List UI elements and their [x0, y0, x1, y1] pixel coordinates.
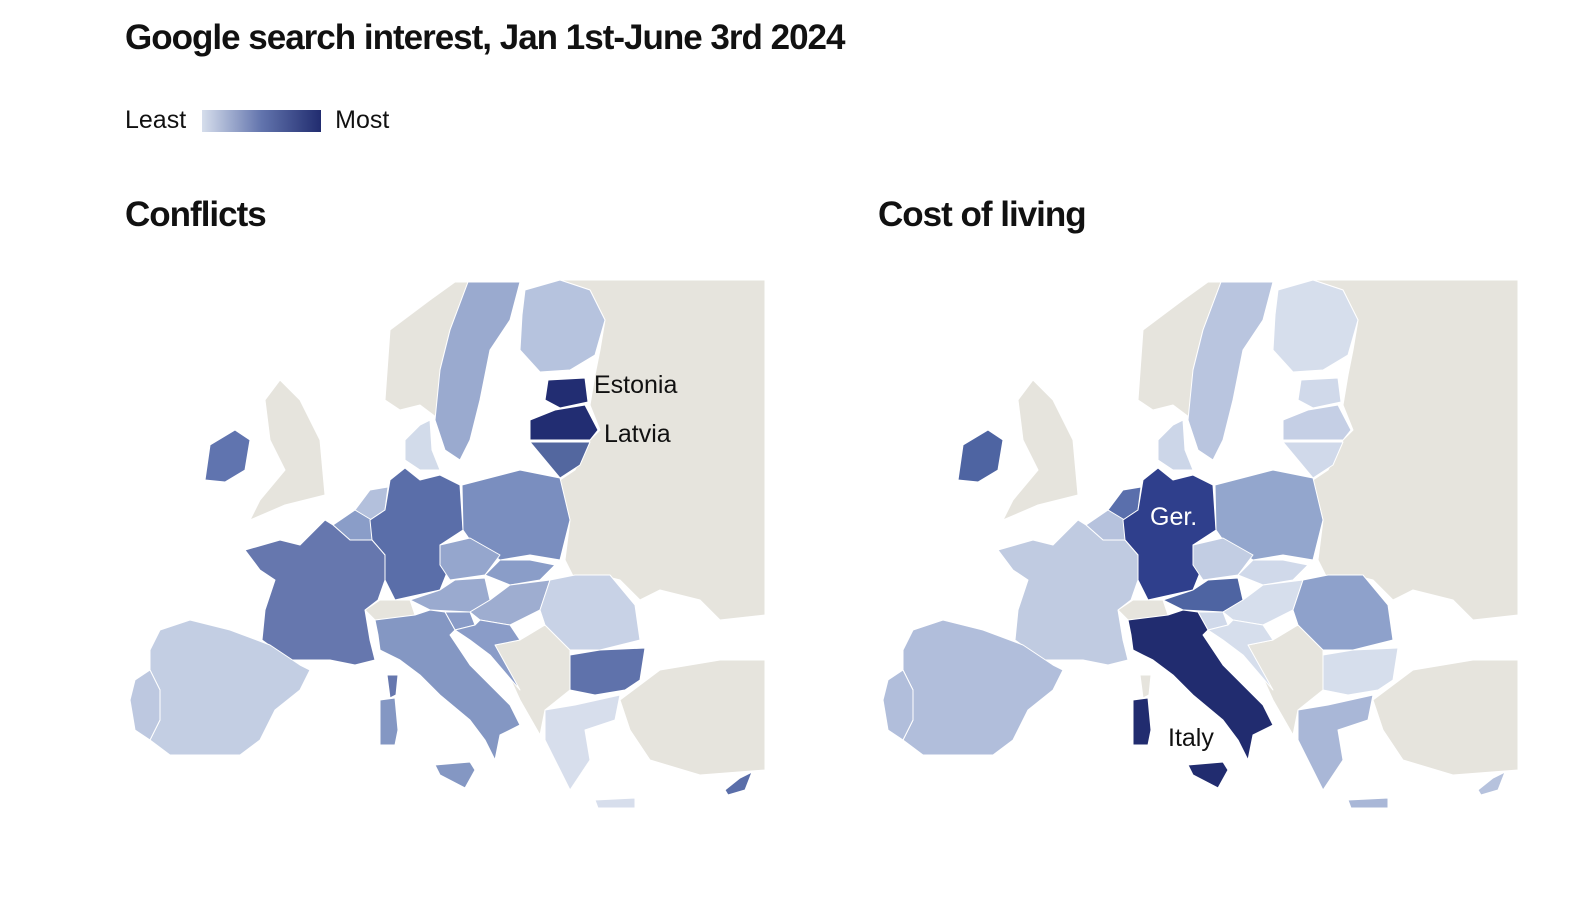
country-estonia: [544, 377, 589, 409]
country-sardinia: [1132, 697, 1152, 746]
country-ireland: [204, 429, 251, 483]
legend-least-label: Least: [125, 106, 187, 134]
country-sardinia: [379, 697, 399, 746]
country-denmark: [1157, 419, 1194, 471]
background-land-uk: [1002, 379, 1079, 521]
country-italy: [1127, 609, 1274, 761]
country-crete: [594, 797, 636, 809]
country-poland: [1214, 469, 1324, 561]
country-lithuania: [1282, 441, 1344, 479]
country-latvia: [1282, 404, 1352, 441]
country-denmark: [404, 419, 441, 471]
background-land-turkey: [619, 659, 765, 776]
color-legend: Least Most: [125, 106, 389, 135]
country-corsica: [1139, 674, 1152, 699]
country-croatia: [1207, 619, 1274, 691]
country-label-germany: Ger.: [1150, 503, 1197, 531]
country-romania: [1292, 574, 1394, 651]
country-estonia: [1297, 377, 1342, 409]
country-cyprus: [1477, 771, 1506, 796]
country-crete: [1347, 797, 1389, 809]
country-austria: [1162, 577, 1244, 613]
country-latvia: [529, 404, 599, 441]
country-greece: [1297, 694, 1374, 791]
country-bulgaria: [1322, 647, 1399, 696]
country-france: [244, 519, 386, 666]
legend-most-label: Most: [335, 106, 390, 134]
country-label-italy: Italy: [1168, 724, 1214, 752]
country-sicily: [1187, 761, 1229, 789]
country-austria: [409, 577, 491, 613]
country-greece: [544, 694, 621, 791]
background-land-uk: [249, 379, 326, 521]
map-title-cost-of-living: Cost of living: [878, 195, 1087, 234]
chart-title: Google search interest, Jan 1st-June 3rd…: [125, 18, 845, 57]
background-land-turkey: [1372, 659, 1518, 776]
country-ireland: [957, 429, 1004, 483]
country-bulgaria: [569, 647, 646, 696]
country-portugal: [129, 669, 161, 741]
country-croatia: [454, 619, 521, 691]
country-sweden: [434, 281, 521, 461]
background-land-east: [559, 279, 765, 621]
country-label-estonia: Estonia: [594, 371, 677, 399]
map-title-conflicts: Conflicts: [125, 195, 267, 234]
country-finland: [1272, 279, 1359, 373]
country-italy: [374, 609, 521, 761]
map-conflicts: Estonia Latvia: [129, 279, 765, 809]
country-poland: [461, 469, 571, 561]
country-finland: [519, 279, 606, 373]
country-romania: [539, 574, 641, 651]
country-cyprus: [724, 771, 753, 796]
country-label-latvia: Latvia: [604, 420, 671, 448]
map-cost-of-living: Ger. Italy: [882, 279, 1518, 809]
country-lithuania: [529, 441, 591, 479]
country-sicily: [434, 761, 476, 789]
country-france: [997, 519, 1139, 666]
country-portugal: [882, 669, 914, 741]
country-corsica: [386, 674, 399, 699]
country-sweden: [1187, 281, 1274, 461]
legend-gradient-bar: [202, 109, 322, 132]
background-land-east: [1312, 279, 1518, 621]
